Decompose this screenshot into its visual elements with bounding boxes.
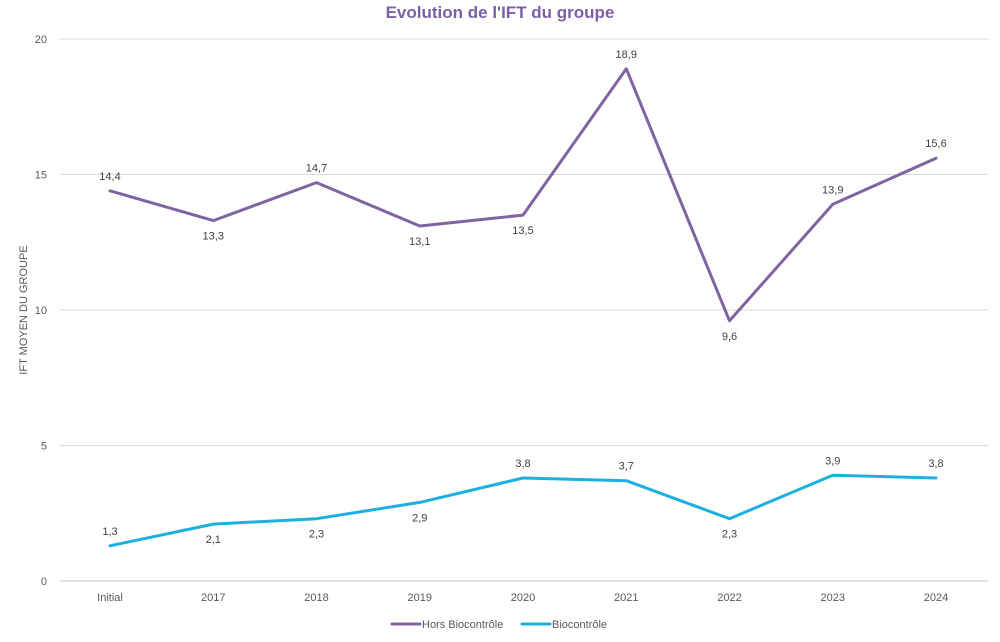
data-label: 3,9 (825, 455, 840, 467)
data-label: 13,5 (512, 225, 533, 237)
data-label: 3,8 (515, 458, 530, 470)
data-label: 9,6 (722, 331, 737, 343)
y-tick-label: 10 (35, 305, 47, 317)
gridlines (60, 38, 988, 582)
y-axis-ticks: 0 5 10 15 20 (35, 34, 47, 588)
data-label: 2,1 (206, 534, 221, 546)
x-tick-label: 2019 (408, 592, 432, 604)
data-label: 2,9 (412, 512, 427, 524)
data-label: 13,1 (409, 236, 430, 248)
x-tick-label: 2022 (717, 592, 741, 604)
data-label: 3,7 (619, 461, 634, 473)
data-label: 2,3 (309, 529, 324, 541)
legend-label: Hors Biocontrôle (422, 619, 503, 631)
y-tick-label: 5 (41, 441, 47, 453)
series (108, 67, 938, 548)
chart-title: Evolution de l'IFT du groupe (386, 3, 615, 22)
x-tick-label: 2021 (614, 592, 638, 604)
series-line-1 (108, 473, 938, 548)
data-label: 18,9 (616, 49, 637, 61)
legend: Hors Biocontrôle Biocontrôle (390, 619, 607, 631)
x-tick-label: 2020 (511, 592, 535, 604)
y-tick-label: 20 (35, 34, 47, 46)
data-label: 3,8 (928, 458, 943, 470)
y-tick-label: 0 (41, 576, 47, 588)
y-tick-label: 15 (35, 170, 47, 182)
data-label: 13,3 (203, 231, 224, 243)
x-axis-ticks: Initial 2017 2018 2019 2020 2021 2022 2023 2024 (97, 592, 948, 604)
x-tick-label: 2017 (201, 592, 225, 604)
data-label: 1,3 (102, 526, 117, 538)
x-tick-label: 2023 (821, 592, 845, 604)
series-line-0 (108, 67, 938, 323)
x-tick-label: Initial (97, 592, 123, 604)
data-label: 14,7 (306, 163, 327, 175)
data-label: 15,6 (925, 138, 946, 150)
data-labels: 14,4 13,3 14,7 13,1 13,5 18,9 9,6 13,9 15,6 1,3 2,… (99, 49, 946, 546)
data-label: 13,9 (822, 184, 843, 196)
x-tick-label: 2018 (304, 592, 328, 604)
x-tick-label: 2024 (924, 592, 948, 604)
data-label: 2,3 (722, 529, 737, 541)
legend-label: Biocontrôle (552, 619, 607, 631)
y-axis-label: IFT MOYEN DU GROUPE (18, 245, 30, 374)
data-label: 14,4 (99, 171, 120, 183)
